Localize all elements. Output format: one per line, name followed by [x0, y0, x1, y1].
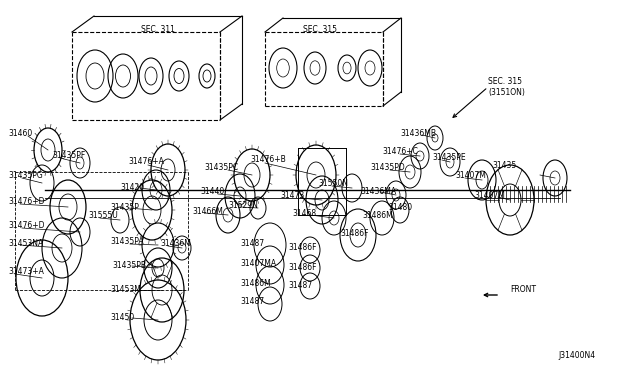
- Text: 31435PD: 31435PD: [370, 164, 404, 173]
- Text: FRONT: FRONT: [510, 285, 536, 295]
- Text: 31450: 31450: [110, 314, 134, 323]
- Text: 31435: 31435: [492, 160, 516, 170]
- Text: 31440: 31440: [200, 187, 224, 196]
- Text: 31435PG: 31435PG: [8, 171, 43, 180]
- Text: 31420: 31420: [120, 183, 144, 192]
- Text: 31486F: 31486F: [340, 228, 369, 237]
- Text: 31453NA: 31453NA: [8, 238, 44, 247]
- Text: SEC. 315: SEC. 315: [488, 77, 522, 87]
- Text: 31466M: 31466M: [192, 208, 223, 217]
- Text: 31436MB: 31436MB: [400, 128, 436, 138]
- Text: 31486F: 31486F: [288, 244, 317, 253]
- Text: 31487: 31487: [240, 298, 264, 307]
- Text: 31487: 31487: [288, 282, 312, 291]
- Text: 31436M: 31436M: [160, 240, 191, 248]
- Text: 31435PB: 31435PB: [112, 260, 146, 269]
- Text: 31476+B: 31476+B: [250, 155, 285, 164]
- Text: 31486M: 31486M: [240, 279, 271, 288]
- Text: 31435PE: 31435PE: [432, 154, 466, 163]
- Text: 31436MA: 31436MA: [360, 187, 396, 196]
- Text: 31407M: 31407M: [455, 171, 486, 180]
- Text: 31486M: 31486M: [362, 211, 393, 219]
- Text: 31476+D: 31476+D: [8, 221, 45, 231]
- Text: 31435PC: 31435PC: [204, 164, 238, 173]
- Text: 31473: 31473: [280, 192, 304, 201]
- Text: SEC. 311: SEC. 311: [141, 26, 175, 35]
- Text: (3151ON): (3151ON): [488, 89, 525, 97]
- Text: 31435PF: 31435PF: [52, 151, 85, 160]
- Text: 31486F: 31486F: [288, 263, 317, 273]
- Text: 31476+A: 31476+A: [128, 157, 164, 167]
- Text: 31407MA: 31407MA: [240, 259, 276, 267]
- Text: 31487: 31487: [240, 238, 264, 247]
- Text: 31435PA: 31435PA: [110, 237, 143, 247]
- Text: 31476+D: 31476+D: [8, 198, 45, 206]
- Text: 31550N: 31550N: [318, 180, 348, 189]
- Text: 31476+C: 31476+C: [382, 148, 418, 157]
- Text: 31529N: 31529N: [228, 201, 258, 209]
- Text: J31400N4: J31400N4: [558, 350, 595, 359]
- Text: 31453M: 31453M: [110, 285, 141, 295]
- Text: 31435P: 31435P: [110, 202, 139, 212]
- Text: SEC. 315: SEC. 315: [303, 26, 337, 35]
- Text: 31460: 31460: [8, 128, 32, 138]
- Text: 31407M: 31407M: [474, 192, 505, 201]
- Text: 31468: 31468: [292, 209, 316, 218]
- Text: 31555U: 31555U: [88, 211, 118, 219]
- Text: 31480: 31480: [388, 203, 412, 212]
- Text: 31473+A: 31473+A: [8, 267, 44, 276]
